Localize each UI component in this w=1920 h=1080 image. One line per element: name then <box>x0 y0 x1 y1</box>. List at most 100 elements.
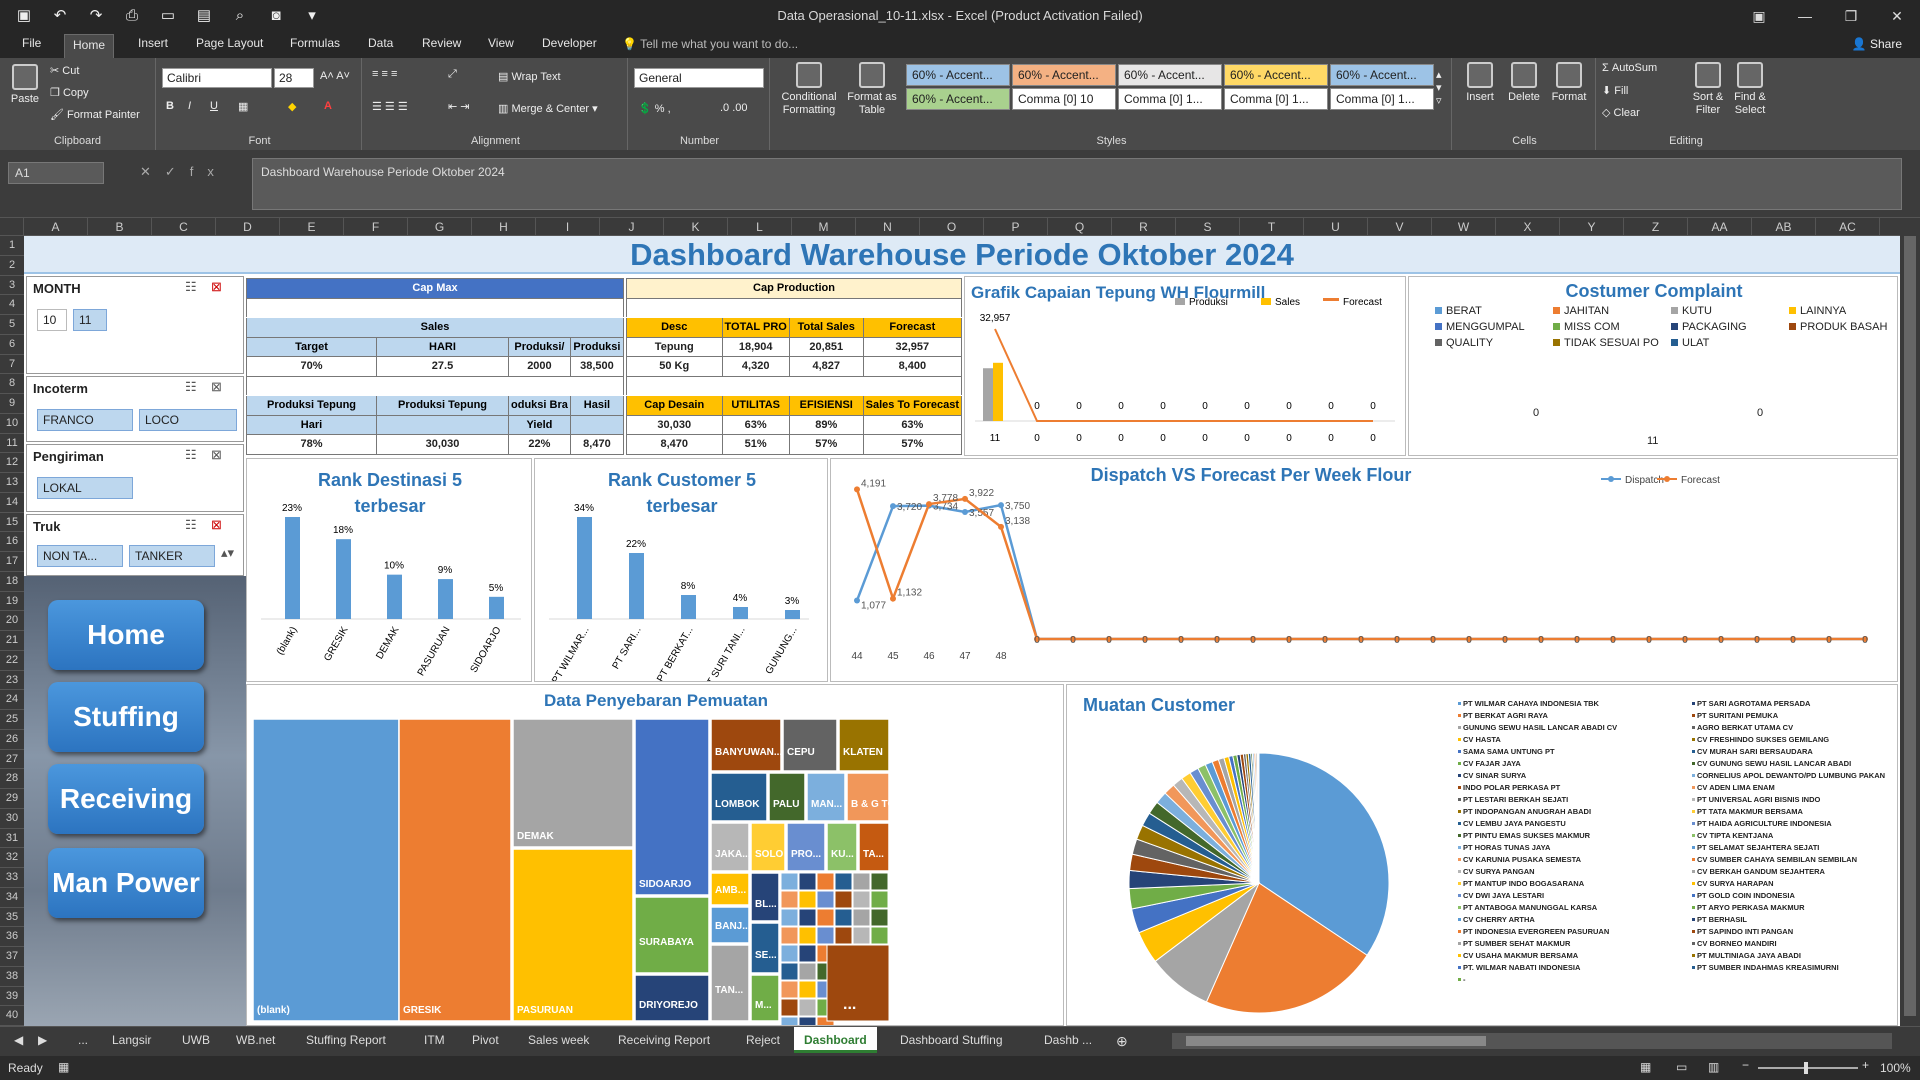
dispatch-point[interactable] <box>1322 636 1328 642</box>
slicer-truk-item[interactable]: NON TA... <box>37 545 123 567</box>
treemap-cell-small[interactable] <box>798 908 817 927</box>
slicer-incoterm-item[interactable]: LOCO <box>139 409 237 431</box>
treemap-cell-small[interactable] <box>834 908 853 927</box>
tab-data[interactable]: Data <box>368 36 394 50</box>
dashboard-title[interactable]: Dashboard Warehouse Periode Oktober 2024 <box>24 236 1900 274</box>
cap-max-value2[interactable]: 22% <box>508 434 571 455</box>
dispatch-point[interactable] <box>1862 636 1868 642</box>
borders-icon[interactable]: ▦ <box>238 101 249 113</box>
row-header[interactable]: 10 <box>0 414 24 434</box>
zoom-out-icon[interactable]: − <box>1742 1058 1750 1072</box>
column-header[interactable]: AA <box>1688 218 1752 236</box>
cap-production-cell[interactable]: 18,904 <box>721 336 790 357</box>
treemap-cell-small[interactable] <box>870 890 889 909</box>
cell-style-item[interactable]: 60% - Accent... <box>1330 64 1434 86</box>
fill-button[interactable]: ⬇ Fill <box>1602 85 1629 97</box>
page-break-view-icon[interactable]: ▥ <box>1708 1060 1720 1074</box>
column-header[interactable]: U <box>1304 218 1368 236</box>
cap-max-header2[interactable]: Produksi Tepung <box>376 395 509 416</box>
grow-font-icon[interactable]: A˄ A˅ <box>320 70 350 82</box>
cap-production-value3[interactable]: 57% <box>862 434 963 455</box>
cap-production-value2[interactable]: 63% <box>862 414 963 435</box>
column-header[interactable]: K <box>664 218 728 236</box>
cap-production-header[interactable]: Forecast <box>862 317 963 338</box>
column-header[interactable]: B <box>88 218 152 236</box>
vertical-scrollbar[interactable] <box>1900 218 1920 1026</box>
dispatch-point[interactable] <box>998 502 1004 509</box>
dest-bar[interactable] <box>336 539 351 619</box>
treemap-cell-small[interactable] <box>780 872 799 891</box>
cap-production-cell[interactable]: 20,851 <box>788 336 864 357</box>
cust-bar[interactable] <box>681 595 696 619</box>
dispatch-point[interactable] <box>1250 636 1256 642</box>
sheet-tab[interactable]: ITM <box>424 1033 445 1047</box>
currency-icon[interactable]: 💲 % , <box>638 103 671 115</box>
fx-icon[interactable]: fx <box>189 164 228 179</box>
treemap-cell[interactable] <box>512 718 634 848</box>
slicer-month-item[interactable]: 10 <box>37 309 67 331</box>
cap-production-header[interactable]: Desc <box>626 317 723 338</box>
font-color-icon[interactable]: A <box>324 100 332 112</box>
save-icon[interactable]: ▣ <box>16 7 32 24</box>
name-box[interactable]: A1 <box>8 162 104 184</box>
treemap-cell[interactable] <box>858 822 890 872</box>
cap-max-value[interactable]: 2000 <box>508 356 571 377</box>
cap-production-header2[interactable]: Sales To Forecast <box>862 395 963 416</box>
treemap-cell[interactable] <box>512 848 634 1022</box>
format-painter-button[interactable]: 🖌 Format Painter <box>50 108 140 121</box>
zoom-slider[interactable] <box>1758 1062 1858 1074</box>
cap-max-value2[interactable]: 30,030 <box>376 434 509 455</box>
cap-production-header2[interactable]: Cap Desain <box>626 395 723 416</box>
row-header[interactable]: 39 <box>0 987 24 1007</box>
tab-view[interactable]: View <box>488 36 514 50</box>
treemap-cell[interactable] <box>710 872 750 906</box>
tab-home[interactable]: Home <box>64 34 115 58</box>
print-icon[interactable]: ⎙ <box>125 7 138 24</box>
clear-filter-icon[interactable]: ⊠ <box>211 517 222 532</box>
column-header[interactable]: Z <box>1624 218 1688 236</box>
autosum-button[interactable]: Σ AutoSum <box>1602 62 1658 74</box>
slicer-month-item[interactable]: 11 <box>73 309 107 331</box>
treemap-cell-small[interactable] <box>870 908 889 927</box>
complaint-chart[interactable]: Costumer Complaint BERAT JAHITAN KUTU LAINN… <box>1408 276 1898 456</box>
treemap-cell-small[interactable] <box>852 890 871 909</box>
cap-max-header2b[interactable] <box>376 414 509 435</box>
slicer-incoterm-item[interactable]: FRANCO <box>37 409 133 431</box>
decimal-icon[interactable]: .0 .00 <box>720 102 748 114</box>
row-header[interactable]: 35 <box>0 908 24 928</box>
treemap-cell-small[interactable] <box>798 890 817 909</box>
dispatch-point[interactable] <box>1394 636 1400 642</box>
row-header[interactable]: 12 <box>0 453 24 473</box>
dispatch-point[interactable] <box>1214 636 1220 642</box>
treemap-cell-small[interactable] <box>816 1016 835 1026</box>
ribbon-display-icon[interactable]: ▣ <box>1752 8 1766 24</box>
column-header[interactable]: J <box>600 218 664 236</box>
dispatch-point[interactable] <box>1754 636 1760 642</box>
conditional-formatting-button[interactable]: Conditional Formatting <box>776 62 842 117</box>
grafik-capaian-chart[interactable]: Grafik Capaian Tepung WH Flourmill Produ… <box>964 276 1406 456</box>
cell-style-item[interactable]: 60% - Accent... <box>906 88 1010 110</box>
add-sheet-icon[interactable]: ⊕ <box>1116 1033 1128 1049</box>
column-header[interactable]: V <box>1368 218 1432 236</box>
treemap-cell-small[interactable] <box>834 872 853 891</box>
clear-filter-icon[interactable]: ⊠ <box>211 447 222 462</box>
column-header[interactable]: F <box>344 218 408 236</box>
treemap-cell[interactable] <box>768 772 806 822</box>
column-header[interactable]: T <box>1240 218 1304 236</box>
dispatch-forecast-chart[interactable]: Dispatch VS Forecast Per Week Flour Disp… <box>830 458 1898 682</box>
dispatch-point[interactable] <box>854 597 860 604</box>
column-header[interactable]: AB <box>1752 218 1816 236</box>
cap-max-value[interactable]: 27.5 <box>376 356 509 377</box>
copy-button[interactable]: ❐ Copy <box>50 86 89 99</box>
cap-production-cell[interactable]: 50 Kg <box>626 356 723 377</box>
treemap-cell[interactable] <box>710 772 768 822</box>
delete-cells-button[interactable]: Delete <box>1502 62 1546 104</box>
dispatch-point[interactable] <box>1466 636 1472 642</box>
row-header[interactable]: 32 <box>0 848 24 868</box>
treemap-cell[interactable] <box>750 922 780 974</box>
dispatch-point[interactable] <box>926 501 932 508</box>
nav-stuffing-button[interactable]: Stuffing <box>48 682 204 752</box>
sheet-tab[interactable]: Langsir <box>112 1033 152 1047</box>
dispatch-point[interactable] <box>1034 636 1040 642</box>
grafik-bar-sales[interactable] <box>993 362 1003 421</box>
